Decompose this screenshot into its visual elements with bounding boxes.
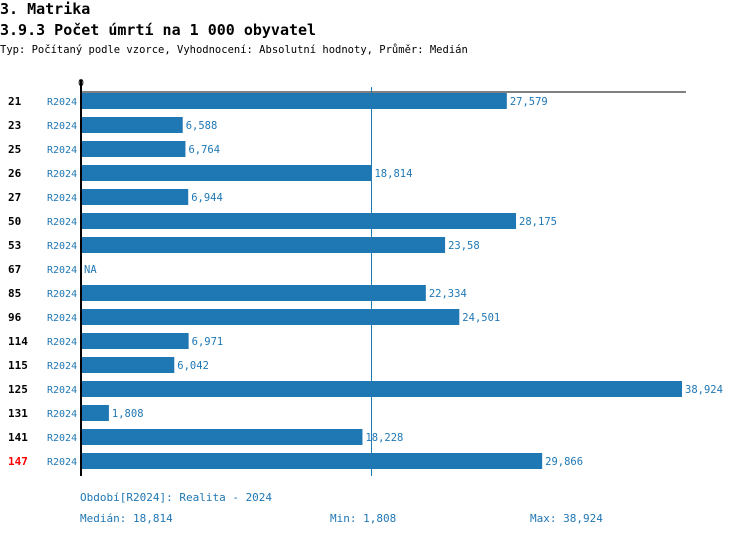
bar — [81, 429, 363, 445]
row-id-label: 125 — [8, 383, 28, 396]
section-heading: 3. Matrika — [0, 0, 91, 18]
row-id-label: 85 — [8, 287, 21, 300]
chart-subtitle: Typ: Počítaný podle vzorce, Vyhodnocení:… — [0, 44, 468, 56]
row-id-label: 25 — [8, 143, 21, 156]
min-stat: Min: 1,808 — [330, 512, 397, 525]
bar — [81, 165, 372, 181]
row-period-label: R2024 — [47, 145, 77, 156]
row-period-label: R2024 — [47, 361, 77, 372]
row-period-label: R2024 — [47, 121, 77, 132]
row-period-label: R2024 — [47, 337, 77, 348]
bar — [81, 213, 517, 229]
row-period-label: R2024 — [47, 409, 77, 420]
max-stat: Max: 38,924 — [530, 512, 603, 525]
row-period-label: R2024 — [47, 265, 77, 276]
period-legend: Období[R2024]: Realita - 2024 — [80, 491, 273, 504]
bar-value-label: 28,175 — [519, 216, 557, 228]
row-period-label: R2024 — [47, 97, 77, 108]
row-period-label: R2024 — [47, 433, 77, 444]
bar-value-label: 6,971 — [192, 336, 224, 348]
row-id-label: 50 — [8, 215, 21, 228]
bar-value-label: 6,944 — [191, 192, 223, 204]
bar-value-label: 22,334 — [429, 288, 467, 300]
bar-value-label: NA — [84, 264, 97, 276]
bar — [81, 333, 189, 349]
row-period-label: R2024 — [47, 385, 77, 396]
bar — [81, 141, 186, 157]
row-id-label: 53 — [8, 239, 21, 252]
row-period-label: R2024 — [47, 169, 77, 180]
bar — [81, 117, 183, 133]
page-title: 3.9.3 Počet úmrtí na 1 000 obyvatel — [0, 21, 317, 39]
bar — [81, 93, 507, 109]
row-id-label: 147 — [8, 455, 28, 468]
bar-value-label: 23,58 — [448, 240, 480, 252]
bar — [81, 309, 460, 325]
bar-value-label: 6,764 — [188, 144, 220, 156]
bar-value-label: 24,501 — [462, 312, 500, 324]
row-id-label: 141 — [8, 431, 28, 444]
bar-value-label: 1,808 — [112, 408, 144, 420]
bar — [81, 405, 109, 421]
row-id-label: 67 — [8, 263, 21, 276]
row-id-label: 131 — [8, 407, 28, 420]
bar — [81, 453, 543, 469]
median-stat: Medián: 18,814 — [80, 512, 173, 525]
row-period-label: R2024 — [47, 313, 77, 324]
row-period-label: R2024 — [47, 193, 77, 204]
bar — [81, 381, 682, 397]
row-period-label: R2024 — [47, 241, 77, 252]
bar-value-label: 18,814 — [374, 168, 412, 180]
bar — [81, 357, 175, 373]
bar — [81, 237, 446, 253]
row-id-label: 23 — [8, 119, 21, 132]
row-period-label: R2024 — [47, 457, 77, 468]
bar-value-label: 6,588 — [186, 120, 218, 132]
bar-value-label: 18,228 — [365, 432, 403, 444]
row-period-label: R2024 — [47, 217, 77, 228]
bar-value-label: 6,042 — [177, 360, 209, 372]
row-id-label: 96 — [8, 311, 22, 324]
row-period-label: R2024 — [47, 289, 77, 300]
row-id-label: 114 — [8, 335, 28, 348]
row-id-label: 21 — [8, 95, 22, 108]
row-id-label: 27 — [8, 191, 21, 204]
bar-value-label: 27,579 — [510, 96, 548, 108]
bar-value-label: 29,866 — [545, 456, 583, 468]
bar — [81, 189, 189, 205]
bar — [81, 285, 426, 301]
row-id-label: 26 — [8, 167, 22, 180]
row-id-label: 115 — [8, 359, 28, 372]
bar-value-label: 38,924 — [685, 384, 723, 396]
